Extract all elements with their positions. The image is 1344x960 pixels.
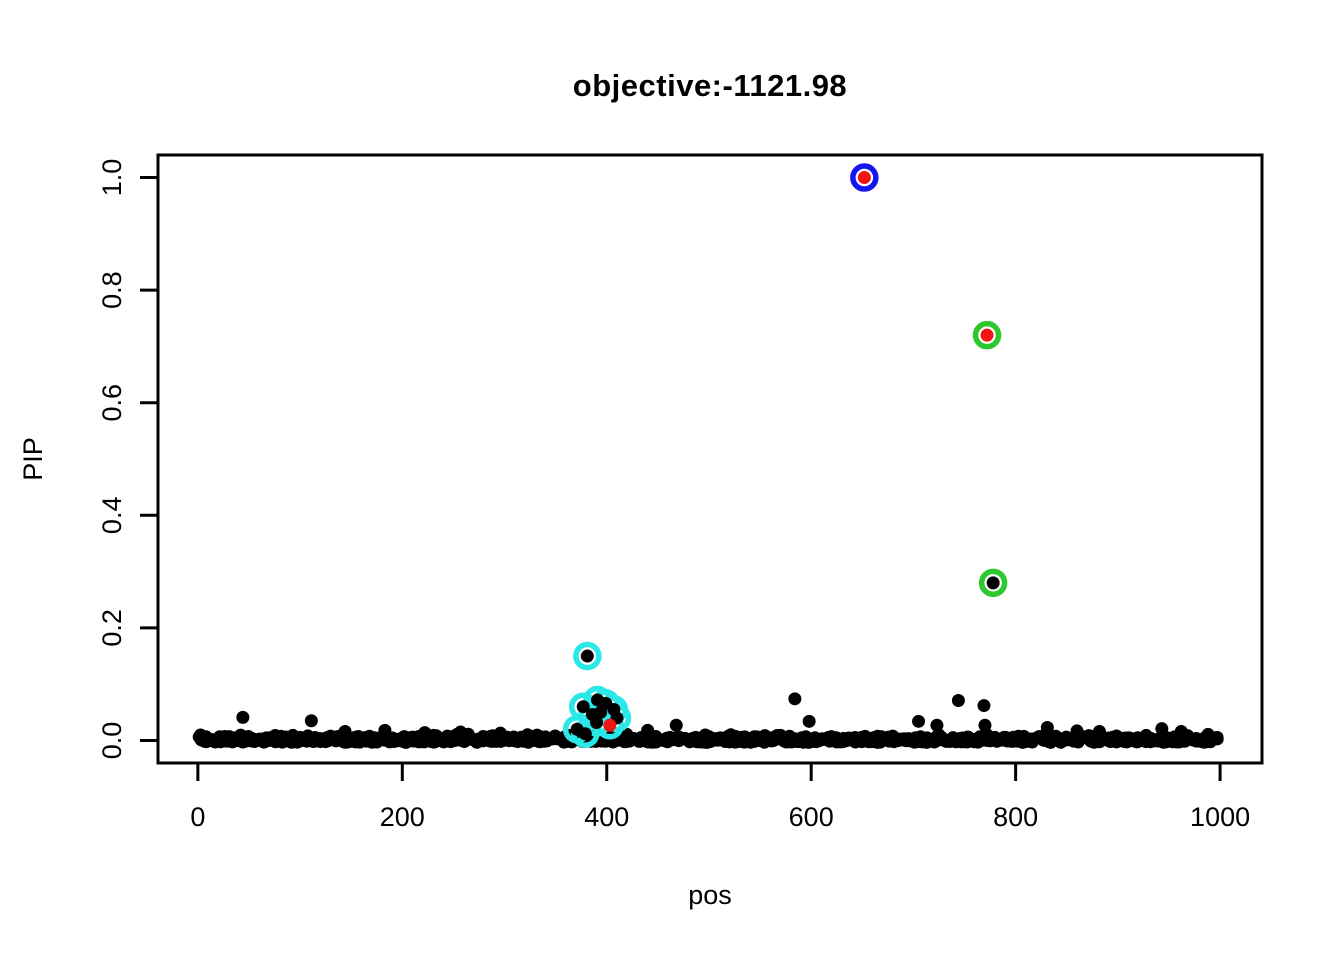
cs-ring-cyan	[573, 641, 602, 671]
data-point	[788, 692, 802, 706]
baseline-point	[864, 732, 878, 746]
baseline-point	[479, 731, 493, 745]
data-point	[930, 718, 944, 732]
baseline-point	[547, 731, 561, 745]
x-tick-label: 400	[584, 802, 629, 832]
y-tick-label: 1.0	[97, 159, 127, 197]
cs-point	[576, 700, 590, 714]
baseline-point	[706, 731, 720, 745]
data-point	[669, 718, 683, 732]
cs-point	[580, 649, 594, 663]
baseline-point	[920, 735, 934, 749]
data-point	[912, 714, 926, 728]
data-point	[977, 699, 991, 713]
data-point	[418, 726, 432, 740]
cs-point	[857, 171, 871, 185]
baseline-point	[795, 731, 809, 745]
baseline-point	[1122, 732, 1136, 746]
cs-ring-green	[978, 568, 1008, 598]
data-point	[951, 694, 965, 708]
y-tick-label: 0.6	[97, 384, 127, 422]
cs-point	[590, 715, 604, 729]
data-point	[1092, 724, 1106, 738]
baseline-point	[218, 730, 232, 744]
cs-point	[980, 328, 994, 342]
baseline-point	[817, 732, 831, 746]
baseline-point	[525, 730, 539, 744]
x-tick-label: 0	[190, 802, 205, 832]
baseline-point	[1009, 734, 1023, 748]
y-tick-label: 0.0	[97, 722, 127, 760]
cs-point	[578, 727, 592, 741]
cs-point	[594, 705, 608, 719]
data-point	[802, 714, 816, 728]
baseline-point	[1059, 730, 1073, 744]
data-point	[378, 723, 392, 737]
baseline-point	[463, 732, 477, 746]
baseline-point	[321, 734, 335, 748]
x-tick-label: 200	[380, 802, 425, 832]
data-point	[1174, 724, 1188, 738]
data-point	[1040, 721, 1054, 735]
x-tick-label: 800	[993, 802, 1038, 832]
plot-box	[156, 153, 1264, 765]
data-point	[236, 710, 250, 724]
cs-point	[603, 718, 617, 732]
baseline-point	[1086, 735, 1100, 749]
data-point	[1155, 722, 1169, 736]
cs-point	[986, 576, 1000, 590]
data-point	[338, 724, 352, 738]
baseline-point	[961, 730, 975, 744]
y-tick-label: 0.4	[97, 497, 127, 535]
y-tick-label: 0.8	[97, 271, 127, 309]
data-point	[641, 723, 655, 737]
x-tick-label: 1000	[1190, 802, 1250, 832]
data-point	[454, 725, 468, 739]
baseline-point	[738, 730, 752, 744]
x-tick-label: 600	[789, 802, 834, 832]
baseline-point	[199, 734, 213, 748]
data-point	[978, 718, 992, 732]
baseline-point	[905, 734, 919, 748]
baseline-point	[439, 732, 453, 746]
baseline-point	[275, 735, 289, 749]
baseline-point	[621, 730, 635, 744]
chart-title: objective:-1121.98	[572, 68, 848, 103]
y-axis-label: PIP	[18, 437, 48, 481]
baseline-point	[306, 734, 320, 748]
baseline-point	[946, 731, 960, 745]
data-point	[1070, 724, 1084, 738]
baseline-point	[1032, 730, 1046, 744]
baseline-point	[387, 732, 401, 746]
baseline-point	[1106, 730, 1120, 744]
baseline-point	[236, 735, 250, 749]
baseline-point	[361, 734, 375, 748]
baseline-point	[1200, 731, 1214, 745]
y-tick-label: 0.2	[97, 609, 127, 647]
data-point	[304, 714, 318, 728]
baseline-point	[514, 730, 528, 744]
baseline-point	[777, 733, 791, 747]
baseline-point	[973, 734, 987, 748]
baseline-point	[651, 732, 665, 746]
baseline-point	[988, 730, 1002, 744]
x-axis-label: pos	[688, 880, 732, 910]
baseline-point	[757, 735, 771, 749]
baseline-point	[671, 733, 685, 747]
cs-ring-green	[972, 320, 1002, 350]
baseline-point	[747, 730, 761, 744]
baseline-point	[850, 734, 864, 748]
cs-ring-blue	[850, 163, 879, 192]
data-point	[493, 726, 507, 740]
